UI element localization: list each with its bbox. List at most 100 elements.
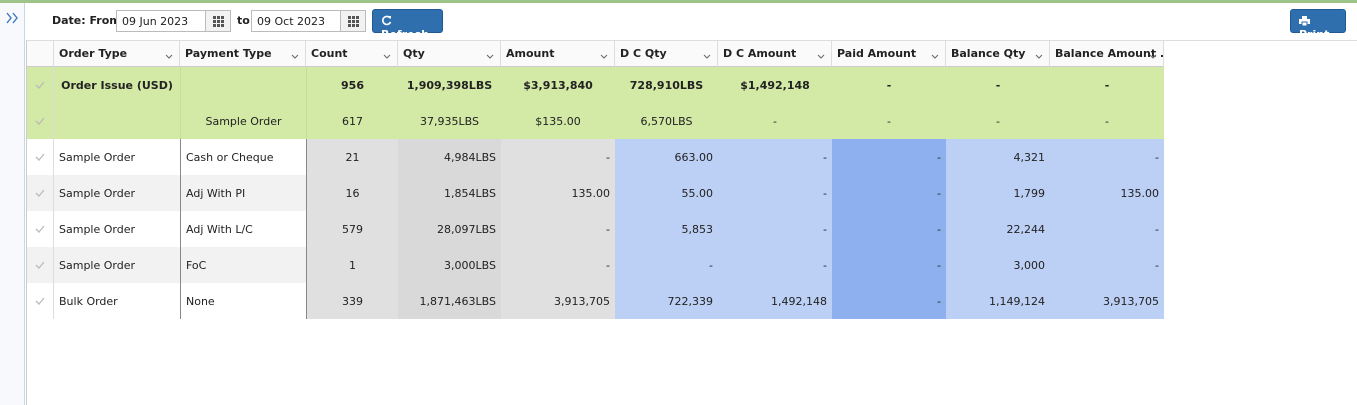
table-cell: 956 (306, 67, 398, 103)
table-cell: - (832, 247, 946, 283)
column-header[interactable]: Qty (398, 41, 501, 67)
cell-text: Sample Order (59, 186, 136, 200)
table-cell: 3,913,705 (1050, 283, 1164, 319)
cell-text: 5,853 (681, 222, 714, 236)
row-selector[interactable] (27, 211, 54, 247)
table-cell: Sample Order (54, 247, 180, 283)
table-cell: - (946, 67, 1050, 103)
table-cell: 1,854LBS (398, 175, 501, 211)
cell-text: 1,854LBS (444, 186, 496, 200)
from-calendar[interactable] (205, 10, 231, 32)
table-cell: Adj With PI (180, 175, 306, 211)
column-header[interactable]: Balance Amount ... (1050, 41, 1164, 67)
table-cell: 1,492,148 (718, 283, 832, 319)
cell-text: - (709, 258, 713, 272)
column-header[interactable]: Balance Qty (946, 41, 1050, 67)
column-header[interactable]: Paid Amount (832, 41, 946, 67)
column-menu-icon[interactable] (383, 50, 391, 63)
column-menu-icon[interactable] (1149, 50, 1157, 63)
table-cell: 3,000LBS (398, 247, 501, 283)
cell-text: - (606, 150, 610, 164)
cell-text: - (823, 258, 827, 272)
table-cell: 4,984LBS (398, 139, 501, 175)
row-selector[interactable] (27, 247, 54, 283)
from-date[interactable]: 09 Jun 2023 (116, 10, 206, 32)
table-cell: 5,853 (615, 211, 718, 247)
cell-text: - (886, 78, 892, 92)
column-menu-icon[interactable] (291, 50, 299, 63)
table-cell: 3,000 (946, 247, 1050, 283)
column-header[interactable]: D C Amount (718, 41, 832, 67)
table-cell: - (1050, 211, 1164, 247)
row-selector[interactable] (27, 283, 54, 319)
cell-text: Order Issue (USD) (61, 78, 173, 92)
expand-icon[interactable] (5, 11, 21, 25)
to-calendar[interactable] (340, 10, 366, 32)
cell-text: 617 (342, 114, 363, 128)
table-cell: 722,339 (615, 283, 718, 319)
table-cell: 37,935LBS (398, 103, 501, 139)
cell-text: 135.00 (571, 186, 611, 200)
cell-text: - (773, 114, 777, 128)
check-icon (35, 225, 45, 233)
column-menu-icon[interactable] (931, 50, 939, 63)
row-selector[interactable] (27, 175, 54, 211)
table-cell: - (718, 247, 832, 283)
table-cell: 21 (306, 139, 398, 175)
column-menu-icon[interactable] (165, 50, 173, 63)
column-menu-icon[interactable] (600, 50, 608, 63)
cell-text: Sample Order (205, 114, 282, 128)
cell-text: 22,244 (1006, 222, 1046, 236)
column-menu-icon[interactable] (1035, 50, 1043, 63)
print-button[interactable]: Print (1290, 9, 1346, 41)
date-label: Date: From (52, 14, 121, 27)
column-title: Paid Amount (837, 47, 917, 60)
table-cell: 339 (306, 283, 398, 319)
cell-text: 1,909,398LBS (406, 78, 493, 92)
cell-text: - (1155, 258, 1159, 272)
table-cell: - (501, 247, 615, 283)
column-menu-icon[interactable] (817, 50, 825, 63)
table-cell: $1,492,148 (718, 67, 832, 103)
row-selector[interactable] (27, 67, 54, 103)
refresh-button[interactable]: Refresh (372, 9, 443, 41)
cell-text: 1,871,463LBS (419, 294, 496, 308)
table-cell: - (832, 283, 946, 319)
table-cell: 1,149,124 (946, 283, 1050, 319)
row-selector[interactable] (27, 139, 54, 175)
cell-text: 55.00 (681, 186, 714, 200)
cell-text: 4,984LBS (444, 150, 496, 164)
print-icon (1299, 16, 1310, 27)
cell-text: 4,321 (1013, 150, 1046, 164)
column-menu-icon[interactable] (703, 50, 711, 63)
row-selector[interactable] (27, 103, 54, 139)
column-title: D C Qty (620, 47, 667, 60)
column-header[interactable]: Payment Type (180, 41, 306, 67)
column-header[interactable]: Count (306, 41, 398, 67)
side-panel[interactable] (0, 3, 25, 405)
table-cell: - (1050, 67, 1164, 103)
cell-text: 28,097LBS (437, 222, 496, 236)
table-cell: Adj With L/C (180, 211, 306, 247)
cell-text: - (887, 114, 891, 128)
column-header[interactable]: D C Qty (615, 41, 718, 67)
cell-text: None (186, 294, 215, 308)
cell-text: - (823, 222, 827, 236)
table-cell: None (180, 283, 306, 319)
to-label: to (237, 14, 250, 27)
column-title: D C Amount (723, 47, 797, 60)
table-cell: - (1050, 139, 1164, 175)
table-cell: 6,570LBS (615, 103, 718, 139)
table-cell (54, 103, 180, 139)
cell-text: 1 (349, 258, 356, 272)
cell-text: 37,935LBS (420, 114, 479, 128)
table-cell: 4,321 (946, 139, 1050, 175)
column-header[interactable]: Amount (501, 41, 615, 67)
data-grid: Order Type Payment Type Count Qty Amount D C … (26, 40, 1357, 405)
to-date[interactable]: 09 Oct 2023 (251, 10, 341, 32)
column-header[interactable]: Order Type (54, 41, 180, 67)
column-title: Order Type (59, 47, 128, 60)
column-menu-icon[interactable] (486, 50, 494, 63)
toolbar: Date: From 09 Jun 2023 to 09 Oct 2023 Re… (26, 3, 1357, 41)
cell-text: $135.00 (535, 114, 581, 128)
